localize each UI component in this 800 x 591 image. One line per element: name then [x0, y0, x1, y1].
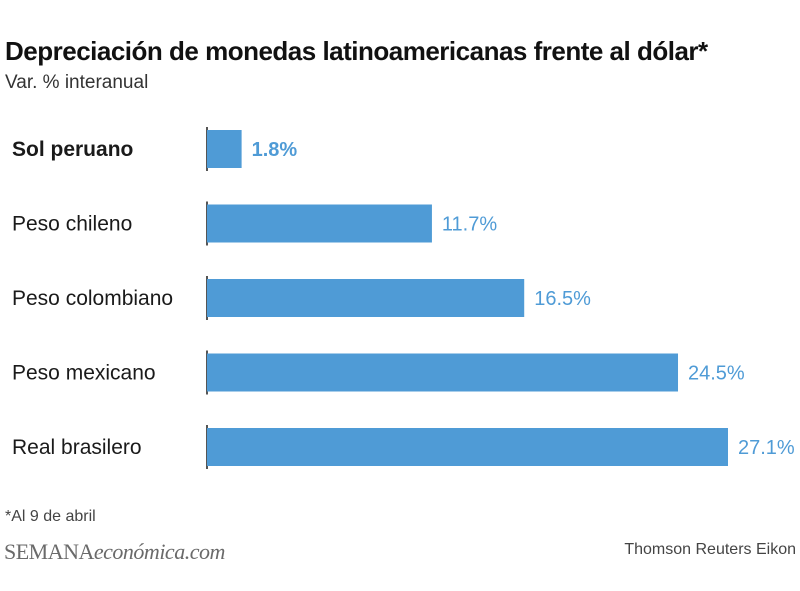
bar [207, 130, 242, 168]
value-label: 24.5% [688, 363, 745, 385]
bar [207, 428, 728, 466]
value-label: 16.5% [534, 288, 591, 310]
value-label: 27.1% [738, 437, 795, 459]
value-label: 11.7% [442, 214, 497, 236]
bar [207, 204, 432, 243]
category-label: Peso mexicano [12, 362, 156, 385]
footnote: *Al 9 de abril [5, 508, 96, 525]
category-label: Peso chileno [12, 213, 132, 236]
category-label: Real brasilero [12, 436, 142, 459]
value-label: 1.8% [252, 139, 298, 161]
chart-title: Depreciación de monedas latinoamericanas… [5, 36, 708, 66]
brand-logo: SEMANAeconómica.com [4, 539, 225, 565]
category-label: Sol peruano [12, 138, 133, 161]
bar [207, 279, 525, 317]
category-label: Peso colombiano [12, 287, 173, 310]
brand-part-1: SEMANA [4, 539, 94, 564]
chart-subtitle: Var. % interanual [5, 72, 149, 93]
brand-part-2: económica.com [93, 539, 225, 564]
source-label: Thomson Reuters Eikon [624, 541, 796, 558]
bar [207, 353, 679, 392]
